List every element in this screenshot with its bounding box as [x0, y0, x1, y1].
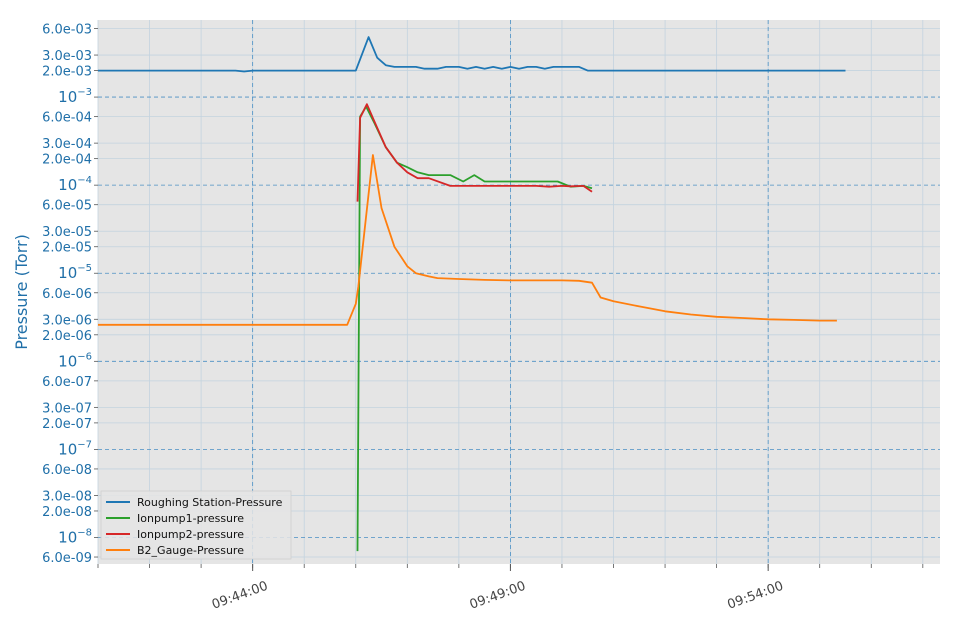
legend-item: B2_Gauge-Pressure — [106, 544, 244, 557]
y-tick-label: 2.0e-04 — [42, 153, 92, 168]
y-tick-label: 10−4 — [58, 175, 92, 194]
legend-label: B2_Gauge-Pressure — [137, 544, 244, 557]
y-tick-label: 2.0e-03 — [42, 65, 92, 80]
y-tick-label: 6.0e-05 — [42, 199, 92, 214]
series-line-b2-gauge-pressure — [98, 154, 837, 326]
series-line-roughing-station-pressure — [98, 36, 846, 73]
y-tick-label: 10−7 — [58, 439, 92, 458]
y-tick-label: 6.0e-06 — [42, 287, 92, 302]
y-axis-ticks: 6.0e-033.0e-032.0e-0310−36.0e-043.0e-042… — [42, 23, 98, 566]
legend: Roughing Station-Pressure Ionpump1-pressu… — [100, 490, 292, 560]
plot-background — [98, 20, 940, 564]
legend-label: Roughing Station-Pressure — [137, 496, 283, 509]
y-tick-label: 3.0e-03 — [42, 49, 92, 64]
minor-grid — [97, 20, 940, 564]
y-tick-label: 3.0e-07 — [42, 401, 92, 416]
legend-label: Ionpump2-pressure — [137, 528, 244, 541]
y-tick-label: 10−5 — [58, 263, 92, 282]
y-tick-label: 6.0e-07 — [42, 375, 92, 390]
series-line-ionpump2-pressure — [356, 103, 593, 202]
series-layer — [98, 36, 846, 552]
x-axis-ticks: 09:44:00 09:49:00 09:54:00 — [97, 564, 924, 613]
x-tick-label: 09:44:00 — [210, 579, 270, 613]
legend-item: Roughing Station-Pressure — [106, 496, 283, 509]
x-tick-label: 09:54:00 — [726, 579, 786, 613]
y-tick-label: 2.0e-06 — [42, 329, 92, 344]
legend-box — [100, 490, 292, 560]
x-tick-label: 09:49:00 — [468, 579, 528, 613]
y-tick-label: 3.0e-04 — [42, 137, 92, 152]
y-tick-label: 6.0e-09 — [42, 551, 92, 566]
y-tick-label: 2.0e-05 — [42, 241, 92, 256]
y-tick-label: 2.0e-07 — [42, 417, 92, 432]
y-tick-label: 2.0e-08 — [42, 505, 92, 520]
legend-label: Ionpump1-pressure — [137, 512, 244, 525]
legend-item: Ionpump2-pressure — [106, 528, 244, 541]
y-tick-label: 6.0e-08 — [42, 463, 92, 478]
y-tick-label: 3.0e-05 — [42, 225, 92, 240]
y-tick-label: 3.0e-08 — [42, 489, 92, 504]
y-tick-label: 3.0e-06 — [42, 313, 92, 328]
y-tick-label: 10−8 — [58, 527, 92, 546]
y-tick-label: 10−3 — [58, 87, 92, 106]
y-tick-label: 6.0e-04 — [42, 111, 92, 126]
y-tick-label: 10−6 — [58, 351, 92, 370]
legend-item: Ionpump1-pressure — [106, 512, 244, 525]
y-tick-label: 6.0e-03 — [42, 23, 92, 38]
y-axis-label: Pressure (Torr) — [12, 234, 31, 350]
